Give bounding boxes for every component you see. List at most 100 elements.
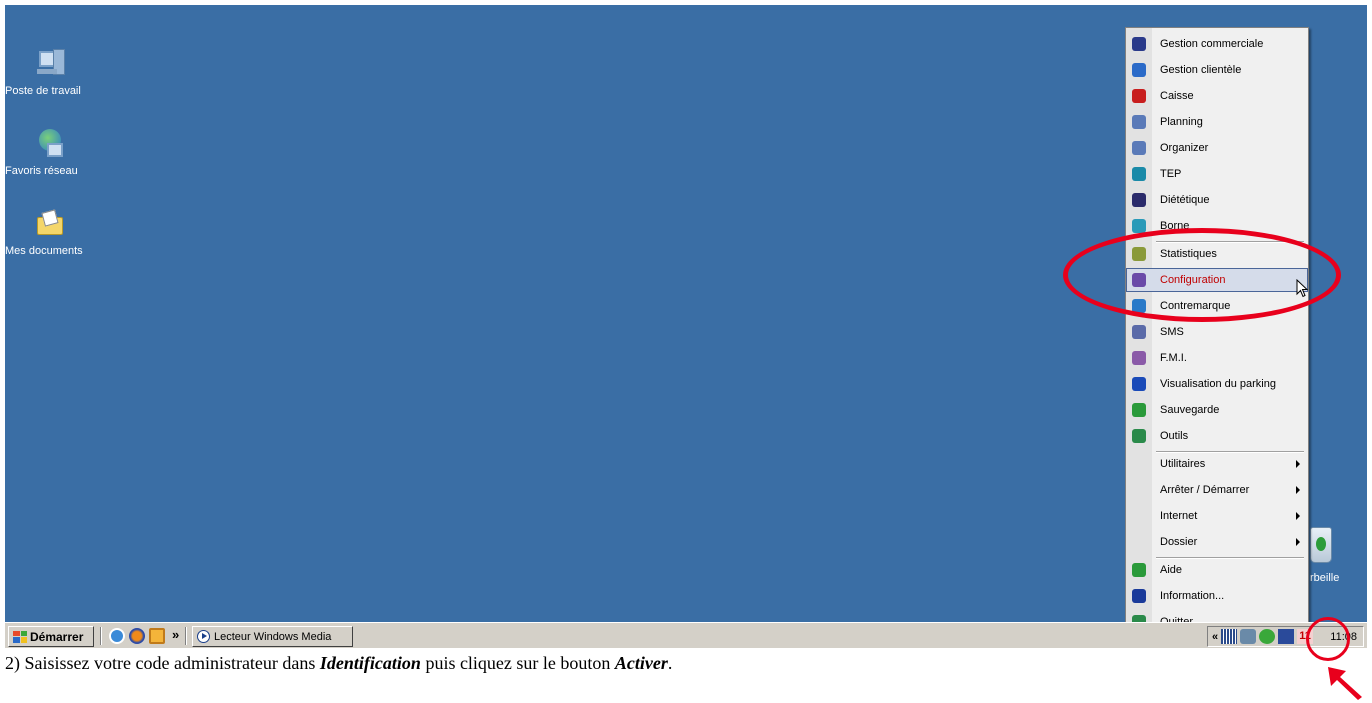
windows-media-icon xyxy=(197,630,210,643)
menu-item-gestion-commerciale[interactable]: Gestion commerciale xyxy=(1126,32,1308,56)
menu-item-utilitaires[interactable]: Utilitaires xyxy=(1126,452,1308,476)
desktop-icon-mes-documents[interactable]: Mes documents xyxy=(5,207,95,257)
gestion-commerciale-icon xyxy=(1132,37,1146,51)
caption-suffix: . xyxy=(667,653,673,673)
fmi-icon xyxy=(1132,351,1146,365)
menu-item-label: Gestion clientèle xyxy=(1160,64,1242,76)
caption-prefix: 2) Saisissez votre code administrateur d… xyxy=(5,653,320,673)
menu-item-outils[interactable]: Outils xyxy=(1126,424,1308,448)
windows-flag-icon xyxy=(13,630,27,643)
caption-middle: puis cliquez sur le bouton xyxy=(420,653,615,673)
menu-item-organizer[interactable]: Organizer xyxy=(1126,136,1308,160)
menu-item-f-m-i[interactable]: F.M.I. xyxy=(1126,346,1308,370)
aide-icon xyxy=(1132,563,1146,577)
desktop-icon-label: Mes documents xyxy=(5,245,83,257)
borne-icon xyxy=(1132,219,1146,233)
taskbar-separator xyxy=(100,627,102,645)
internet-explorer-icon[interactable] xyxy=(109,628,125,644)
my-computer-icon xyxy=(33,47,67,81)
taskbar-button-windows-media[interactable]: Lecteur Windows Media xyxy=(192,626,353,647)
user-tray-icon[interactable] xyxy=(1259,629,1276,644)
submenu-arrow-icon xyxy=(1296,486,1300,494)
menu-item-aide[interactable]: Aide xyxy=(1126,558,1308,582)
submenu-arrow-icon xyxy=(1296,512,1300,520)
menu-item-sauvegarde[interactable]: Sauvegarde xyxy=(1126,398,1308,422)
taskbar-separator xyxy=(185,627,187,645)
menu-item-spacer xyxy=(1132,483,1146,497)
desktop-icon-poste-de-travail[interactable]: Poste de travail xyxy=(5,47,95,97)
network-tray-icon[interactable] xyxy=(1221,629,1238,644)
outils-icon xyxy=(1132,429,1146,443)
parking-icon xyxy=(1132,377,1146,391)
menu-item-label: Utilitaires xyxy=(1160,458,1206,470)
firefox-icon[interactable] xyxy=(129,628,145,644)
caisse-icon xyxy=(1132,89,1146,103)
tep-icon xyxy=(1132,167,1146,181)
menu-item-arreter-demarrer[interactable]: Arrêter / Démarrer xyxy=(1126,478,1308,502)
menu-item-label: Arrêter / Démarrer xyxy=(1160,484,1250,496)
desktop-icon-favoris-reseau[interactable]: Favoris réseau xyxy=(5,127,95,177)
instruction-caption: 2) Saisissez votre code administrateur d… xyxy=(5,653,672,674)
start-label: Démarrer xyxy=(30,629,84,644)
media-shortcut-icon[interactable] xyxy=(149,628,165,644)
annotation-circle-tray-icon xyxy=(1306,617,1350,661)
network-places-icon xyxy=(33,127,67,161)
menu-separator xyxy=(1156,451,1304,453)
menu-item-label: Sauvegarde xyxy=(1160,404,1220,416)
caption-identification: Identification xyxy=(319,653,421,673)
submenu-arrow-icon xyxy=(1296,538,1300,546)
organizer-icon xyxy=(1132,141,1146,155)
menu-separator xyxy=(1156,557,1304,559)
taskbar: Démarrer » Lecteur Windows Media « 11 11… xyxy=(5,622,1367,648)
start-button[interactable]: Démarrer xyxy=(8,626,94,647)
recycle-bin-icon[interactable] xyxy=(1310,527,1332,563)
tray-expand-button[interactable]: « xyxy=(1212,630,1219,643)
caption-activer: Activer xyxy=(614,653,668,673)
menu-item-spacer xyxy=(1132,509,1146,523)
information-icon xyxy=(1132,589,1146,603)
menu-item-planning[interactable]: Planning xyxy=(1126,110,1308,134)
menu-item-label: TEP xyxy=(1160,168,1182,180)
menu-item-dossier[interactable]: Dossier xyxy=(1126,530,1308,554)
menu-item-spacer xyxy=(1132,457,1146,471)
menu-item-label: Outils xyxy=(1160,430,1189,442)
monitor-tray-icon[interactable] xyxy=(1278,629,1295,644)
menu-item-label: Diététique xyxy=(1160,194,1210,206)
menu-item-label: Dossier xyxy=(1160,536,1198,548)
task-label: Lecteur Windows Media xyxy=(214,630,332,643)
menu-item-tep[interactable]: TEP xyxy=(1126,162,1308,186)
sms-icon xyxy=(1132,325,1146,339)
menu-item-label: F.M.I. xyxy=(1160,352,1187,364)
sauvegarde-icon xyxy=(1132,403,1146,417)
menu-item-dietetique[interactable]: Diététique xyxy=(1126,188,1308,212)
submenu-arrow-icon xyxy=(1296,460,1300,468)
menu-item-label: SMS xyxy=(1160,326,1184,338)
printer-tray-icon[interactable] xyxy=(1240,629,1257,644)
menu-item-spacer xyxy=(1132,535,1146,549)
menu-item-gestion-clientele[interactable]: Gestion clientèle xyxy=(1126,58,1308,82)
desktop-icon-label: Favoris réseau xyxy=(5,165,78,177)
annotation-arrow-icon xyxy=(1328,667,1362,700)
menu-item-label: Visualisation du parking xyxy=(1160,378,1276,390)
menu-item-sms[interactable]: SMS xyxy=(1126,320,1308,344)
menu-item-label: Caisse xyxy=(1160,90,1194,102)
annotation-ellipse-configuration xyxy=(1063,228,1341,322)
menu-item-label: Gestion commerciale xyxy=(1160,38,1264,50)
menu-item-visualisation-du-parking[interactable]: Visualisation du parking xyxy=(1126,372,1308,396)
menu-item-label: Planning xyxy=(1160,116,1203,128)
menu-item-information[interactable]: Information... xyxy=(1126,584,1308,608)
quicklaunch-more-button[interactable]: » xyxy=(172,627,180,642)
menu-item-internet[interactable]: Internet xyxy=(1126,504,1308,528)
menu-item-label: Organizer xyxy=(1160,142,1209,154)
menu-item-caisse[interactable]: Caisse xyxy=(1126,84,1308,108)
menu-item-label: Aide xyxy=(1160,564,1183,576)
my-documents-icon xyxy=(33,207,67,241)
planning-icon xyxy=(1132,115,1146,129)
desktop: Poste de travail Favoris réseau Mes docu… xyxy=(5,5,1367,648)
menu-item-label: Information... xyxy=(1160,590,1225,602)
recycle-bin-label: rbeille xyxy=(1310,572,1340,584)
gestion-clientele-icon xyxy=(1132,63,1146,77)
dietetique-icon xyxy=(1132,193,1146,207)
tray-context-menu: Gestion commerciale Gestion clientèle Cais… xyxy=(1125,27,1309,630)
menu-item-label: Internet xyxy=(1160,510,1198,522)
